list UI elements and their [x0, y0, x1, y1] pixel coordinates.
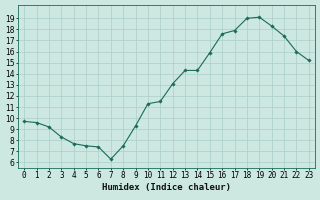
X-axis label: Humidex (Indice chaleur): Humidex (Indice chaleur) — [102, 183, 231, 192]
